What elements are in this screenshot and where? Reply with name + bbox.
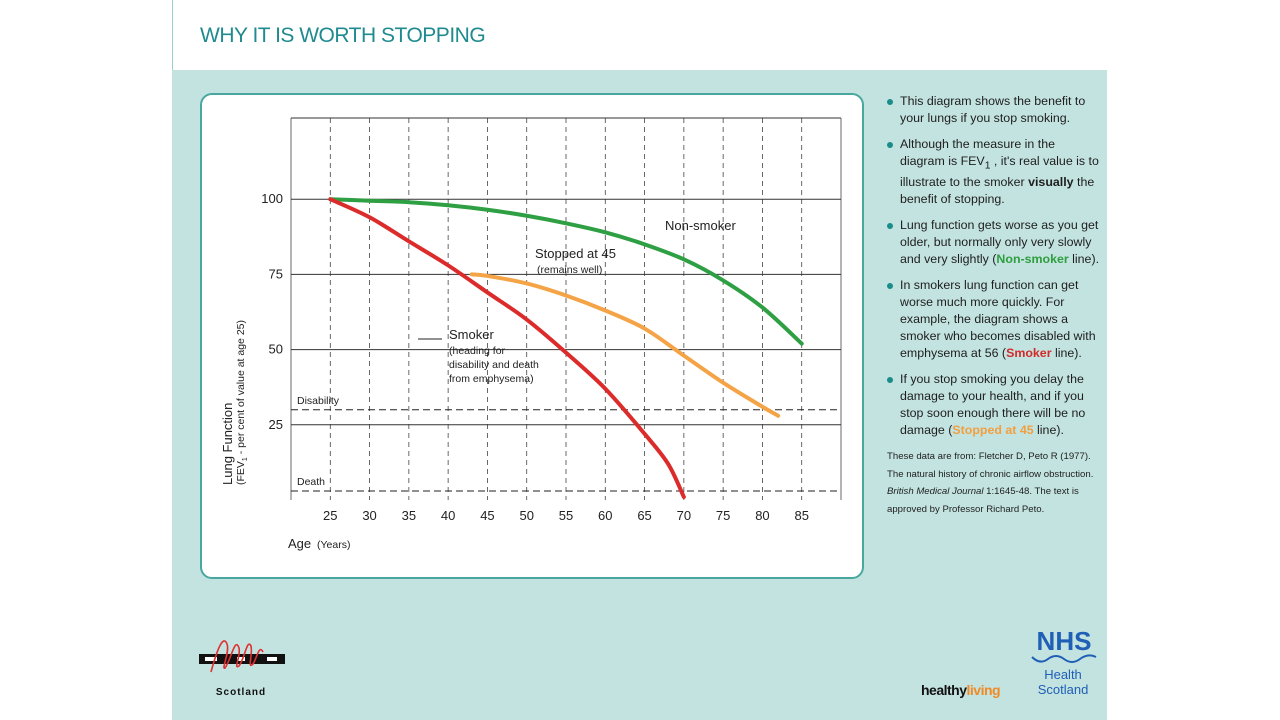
note-4-text: In smokers lung function can get worse m… [900,278,1096,361]
y-axis-title: Lung Function [220,403,235,485]
note-5: If you stop smoking you delay the damage… [887,371,1102,439]
note-5-text: If you stop smoking you delay the damage… [900,372,1086,438]
x-tick-label: 35 [402,508,416,523]
source-text: These data are from: Fletcher D, Peto R … [887,451,1094,480]
x-axis-title: Age [288,536,311,551]
chart-panel: 25 50 75 100 Disability Death 25 30 35 40 45 50 55 60… [200,93,864,579]
x-tick-label: 65 [637,508,651,523]
bullet-icon [887,99,893,105]
x-tick-label: 70 [677,508,691,523]
reference-line-label: Death [297,476,325,488]
note-1: This diagram shows the benefit to your l… [887,93,1102,127]
note-4-highlight: Smoker [1006,346,1052,361]
note-2-bold: visually [1028,175,1074,190]
source-text-b: 1:1645-48. The text is approved by Profe… [887,486,1079,515]
x-tick-label: 85 [794,508,808,523]
nhs-logo: NHS [1037,626,1092,655]
annotation-smoker-sub3: from emphysema) [449,373,534,385]
series-line-smoker [328,197,686,499]
bullet-icon [887,223,893,230]
healthy-logo-part2: living [966,682,1001,698]
note-3-text-b: line). [1068,252,1100,267]
reference-line-label: Disability [297,395,340,407]
x-tick-label: 25 [323,508,337,523]
series-line-non-smoker [328,197,804,346]
annotation-smoker: Smoker [449,327,494,342]
ash-scotland-logo [199,640,285,673]
x-tick-label: 60 [598,508,612,523]
nhs-wave-icon [1031,654,1097,663]
nhs-line1: Health [1044,667,1082,682]
y-tick-label: 100 [261,191,283,206]
healthy-living-logo: healthyliving [921,682,1001,698]
x-tick-label: 55 [559,508,573,523]
note-2-subscript: 1 [984,160,991,172]
x-tick-label: 45 [480,508,494,523]
x-tick-label: 75 [716,508,730,523]
note-5-text-b: line). [1033,423,1064,438]
y-tick-label: 25 [269,417,283,432]
y-tick-label: 75 [269,266,283,281]
bullet-icon [887,142,893,148]
notes-panel: This diagram shows the benefit to your l… [887,93,1102,518]
annotation-non-smoker: Non-smoker [665,218,736,233]
note-2-text-b: , it's real value is to illustrate to th… [900,154,1099,190]
annotation-smoker-sub2: disability and death [449,359,539,371]
note-2: Although the measure in the diagram is F… [887,136,1102,208]
note-1-text: This diagram shows the benefit to your l… [900,94,1086,125]
ash-logo-text: Scotland [215,687,267,698]
note-2-text: Although the measure in the diagram is F… [900,137,1055,168]
note-4: In smokers lung function can get worse m… [887,277,1102,362]
source-journal: British Medical Journal [887,486,984,498]
annotation-stopped: Stopped at 45 [535,246,616,261]
x-tick-label: 30 [362,508,376,523]
title-bar: WHY IT IS WORTH STOPPING [172,0,1108,70]
x-axis-units: (Years) [317,539,350,551]
healthy-logo-part1: healthy [921,682,967,698]
y-axis-subtitle: (FEV1 - per cent of value at age 25) [235,320,249,485]
x-tick-label: 40 [441,508,455,523]
x-tick-label: 50 [519,508,533,523]
annotation-stopped-sub: (remains well) [537,264,602,276]
y-tick-label: 50 [269,342,283,357]
note-4-text-b: line). [1051,346,1082,361]
page-title: WHY IT IS WORTH STOPPING [200,24,486,47]
source-citation: These data are from: Fletcher D, Peto R … [887,448,1102,518]
nhs-subtitle: Health Scotland [1023,667,1103,697]
bullet-icon [887,283,893,290]
chart: 25 50 75 100 Disability Death 25 30 35 40 45 50 55 60… [220,117,842,551]
note-5-highlight: Stopped at 45 [952,423,1034,438]
note-3-highlight: Non-smoker [996,252,1069,267]
x-tick-label: 80 [755,508,769,523]
series-line-stopped-at-45 [469,272,781,418]
bullet-icon [887,377,893,384]
note-3: Lung function gets worse as you get olde… [887,217,1102,268]
annotation-smoker-sub1: (heading for [449,345,506,357]
nhs-line2: Scotland [1037,682,1089,697]
note-2-text-c: the benefit of stopping. [900,175,1095,207]
nhs-logo-text: NHS [1037,626,1092,655]
note-3-text: Lung function gets worse as you get olde… [900,218,1099,267]
